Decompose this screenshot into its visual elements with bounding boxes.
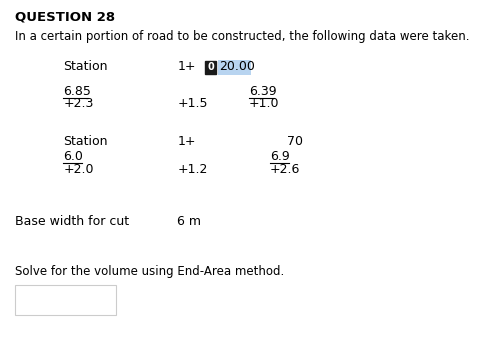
Text: 0: 0 bbox=[207, 62, 214, 72]
Text: +2.6: +2.6 bbox=[270, 163, 300, 176]
Text: +1.5: +1.5 bbox=[177, 97, 208, 110]
Text: 6.85: 6.85 bbox=[63, 85, 91, 98]
Text: 6 m: 6 m bbox=[177, 215, 201, 228]
Text: 1+: 1+ bbox=[177, 135, 196, 148]
Text: In a certain portion of road to be constructed, the following data were taken.: In a certain portion of road to be const… bbox=[15, 30, 470, 43]
FancyBboxPatch shape bbox=[15, 285, 116, 315]
Text: QUESTION 28: QUESTION 28 bbox=[15, 10, 115, 23]
Text: +1.2: +1.2 bbox=[177, 163, 208, 176]
Text: 6.0: 6.0 bbox=[63, 150, 83, 163]
Text: 6.9: 6.9 bbox=[270, 150, 290, 163]
Text: Station: Station bbox=[63, 60, 108, 73]
Text: 20.00: 20.00 bbox=[219, 60, 255, 73]
Text: Station: Station bbox=[63, 135, 108, 148]
Text: 1+: 1+ bbox=[177, 60, 196, 73]
Text: +2.3: +2.3 bbox=[63, 97, 94, 110]
Text: +2.0: +2.0 bbox=[63, 163, 94, 176]
Text: +1.0: +1.0 bbox=[249, 97, 279, 110]
Text: Base width for cut: Base width for cut bbox=[15, 215, 129, 228]
Text: 70: 70 bbox=[287, 135, 303, 148]
Text: 6.39: 6.39 bbox=[249, 85, 277, 98]
Text: Solve for the volume using End-Area method.: Solve for the volume using End-Area meth… bbox=[15, 265, 284, 278]
FancyBboxPatch shape bbox=[205, 61, 216, 74]
FancyBboxPatch shape bbox=[218, 60, 252, 75]
